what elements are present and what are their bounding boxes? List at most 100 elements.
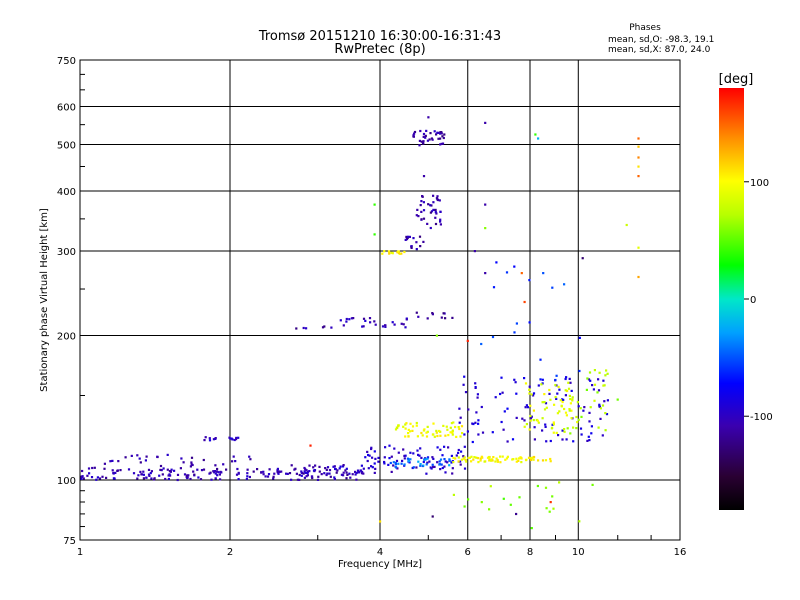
- data-point: [457, 460, 460, 463]
- data-point: [169, 474, 172, 477]
- data-point: [381, 252, 384, 255]
- data-point: [424, 134, 427, 137]
- data-point: [186, 476, 189, 479]
- data-point: [472, 458, 475, 461]
- data-point: [298, 473, 301, 477]
- data-point: [167, 477, 170, 481]
- data-point: [491, 335, 495, 339]
- data-point: [436, 461, 439, 464]
- data-point: [457, 451, 460, 454]
- data-point: [166, 468, 169, 471]
- data-point: [346, 473, 349, 476]
- data-point: [449, 431, 452, 434]
- phase-stats-x: mean, sd,X: 87.0, 24.0: [608, 45, 711, 55]
- data-point: [527, 456, 531, 459]
- data-point: [580, 415, 583, 418]
- data-point: [484, 203, 487, 206]
- data-point: [576, 421, 579, 424]
- data-point: [142, 477, 145, 480]
- data-point: [187, 474, 190, 477]
- data-point: [437, 137, 440, 140]
- data-point: [425, 435, 429, 438]
- data-point: [521, 417, 524, 420]
- data-point: [551, 426, 554, 429]
- data-point: [543, 408, 547, 411]
- colorbar-ticks: 100 0 -100: [744, 178, 773, 423]
- data-point: [637, 156, 640, 159]
- data-point: [452, 461, 455, 464]
- data-point: [604, 429, 607, 432]
- data-point: [288, 472, 292, 475]
- data-point: [276, 470, 279, 473]
- data-point: [388, 252, 391, 255]
- data-point: [491, 459, 494, 462]
- data-point: [568, 377, 571, 380]
- data-point: [532, 394, 535, 397]
- data-point: [432, 457, 435, 460]
- data-point: [409, 422, 412, 425]
- data-point: [390, 455, 393, 458]
- y-tick-label: 300: [57, 247, 76, 258]
- data-point: [484, 227, 487, 230]
- data-point: [159, 464, 163, 468]
- data-point: [300, 474, 303, 477]
- x-axis-label: Frequency [MHz]: [338, 559, 422, 570]
- data-point: [581, 257, 584, 260]
- data-point: [549, 439, 552, 443]
- data-point: [286, 472, 289, 475]
- data-point: [447, 434, 450, 437]
- data-point: [214, 464, 217, 467]
- data-point: [439, 143, 442, 146]
- data-point: [156, 455, 159, 458]
- data-point: [556, 412, 559, 415]
- data-point: [445, 425, 448, 428]
- data-point: [578, 520, 581, 523]
- phase-stats-o: mean, sd,O: -98.3, 19.1: [608, 35, 714, 45]
- data-point: [625, 223, 628, 227]
- data-point: [492, 456, 495, 459]
- data-point: [549, 460, 552, 463]
- data-point: [434, 211, 437, 214]
- data-point: [189, 465, 192, 468]
- data-point: [366, 450, 369, 453]
- data-point: [440, 142, 443, 145]
- data-point: [355, 471, 358, 475]
- colorbar-tick-label: 100: [750, 178, 769, 189]
- data-point: [568, 409, 571, 412]
- data-point: [404, 423, 407, 426]
- data-point: [461, 432, 464, 435]
- colorbar-tick-label: 0: [750, 295, 756, 306]
- y-axis-label: Stationary phase Virtual Height [km]: [39, 208, 50, 392]
- data-point: [529, 404, 532, 407]
- data-point: [324, 467, 327, 470]
- data-point: [483, 460, 486, 463]
- data-point: [515, 416, 518, 419]
- data-point: [515, 457, 518, 460]
- data-point: [451, 433, 454, 436]
- data-point: [599, 407, 602, 410]
- data-point: [397, 250, 400, 253]
- data-point: [373, 471, 376, 474]
- data-point: [82, 477, 85, 480]
- data-point: [197, 476, 200, 479]
- data-point: [499, 392, 502, 396]
- data-point: [316, 478, 320, 481]
- data-point: [454, 425, 457, 429]
- data-point: [524, 406, 527, 409]
- data-point: [422, 175, 426, 178]
- data-point: [551, 495, 554, 498]
- data-point: [370, 465, 373, 468]
- data-point: [217, 471, 220, 474]
- data-point: [440, 131, 443, 134]
- data-point: [569, 397, 572, 401]
- data-point: [417, 460, 420, 463]
- data-point: [601, 404, 605, 407]
- data-point: [214, 437, 217, 440]
- data-point: [537, 137, 540, 140]
- data-point: [335, 471, 338, 474]
- data-point: [616, 398, 619, 401]
- data-point: [144, 459, 147, 462]
- data-point: [412, 452, 415, 455]
- data-point: [477, 422, 480, 425]
- data-point: [593, 399, 596, 402]
